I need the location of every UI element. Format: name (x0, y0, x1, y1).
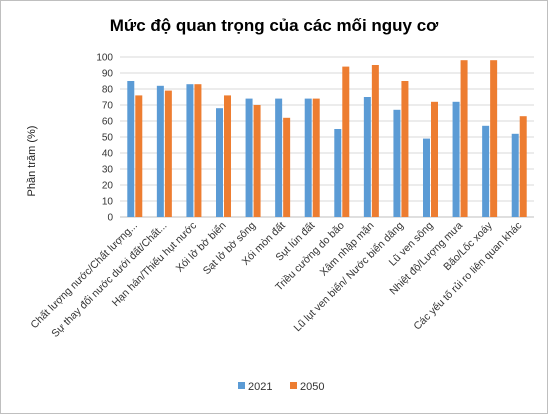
y-axis-title: Phần trăm (%) (26, 126, 38, 197)
bar-2050-5 (253, 105, 261, 217)
bar-2050-2 (164, 90, 172, 217)
bar-2021-13 (482, 125, 490, 217)
bars (127, 60, 527, 218)
y-tick-label: 20 (102, 181, 114, 192)
y-tick-label: 70 (102, 101, 114, 112)
bar-2021-2 (156, 85, 164, 217)
bar-2021-7 (304, 98, 312, 217)
y-tick-label: 50 (102, 133, 114, 144)
y-tick-label: 30 (102, 165, 114, 176)
bar-2050-10 (401, 81, 409, 217)
y-tick-label: 0 (107, 213, 113, 224)
y-tick-label: 40 (102, 149, 114, 160)
x-category-label: Các yếu tố rủi ro liên quan khác (411, 220, 524, 333)
x-category-labels: Chất lượng nước/Chất lượng...Sự thay đổi… (28, 219, 524, 340)
bar-2021-1 (127, 81, 135, 217)
legend-swatch-2050 (290, 382, 297, 389)
gridlines (120, 56, 534, 218)
bar-2050-13 (490, 60, 498, 218)
bar-2021-8 (334, 129, 342, 217)
bar-2050-7 (312, 98, 320, 217)
legend-label-2050: 2050 (300, 381, 324, 393)
bar-2021-9 (363, 97, 371, 217)
bar-2050-8 (342, 66, 350, 217)
y-tick-label: 60 (102, 117, 114, 128)
x-category-label: Chất lượng nước/Chất lượng... (28, 220, 139, 331)
bar-2050-3 (194, 84, 202, 217)
bar-2021-4 (216, 108, 223, 217)
bar-2021-10 (393, 109, 401, 217)
bar-2050-4 (224, 95, 231, 217)
bar-2050-11 (431, 101, 438, 217)
legend: 2021 2050 (238, 381, 324, 393)
y-tick-label: 100 (96, 53, 113, 64)
bar-2021-6 (275, 98, 283, 217)
y-tick-labels: 0 10 20 30 40 50 60 70 80 90 100 (96, 53, 113, 224)
bar-2050-6 (283, 117, 291, 217)
legend-label-2021: 2021 (248, 381, 272, 393)
bar-2050-1 (135, 95, 143, 217)
bar-2021-11 (423, 138, 430, 217)
bar-2050-12 (460, 60, 468, 218)
legend-swatch-2021 (238, 382, 245, 389)
bar-2021-14 (511, 133, 519, 217)
y-tick-label: 10 (102, 197, 114, 208)
chart-title: Mức độ quan trọng của các mối nguy cơ (110, 16, 439, 35)
bar-2021-12 (452, 101, 460, 217)
y-tick-label: 90 (102, 69, 114, 80)
bar-2050-14 (519, 116, 527, 217)
bar-2050-9 (371, 65, 379, 217)
y-tick-label: 80 (102, 85, 114, 96)
bar-2021-5 (245, 98, 253, 217)
bar-2021-3 (186, 84, 194, 217)
x-category-label: Sự thay đổi nước dưới đất/Chất... (49, 220, 169, 340)
